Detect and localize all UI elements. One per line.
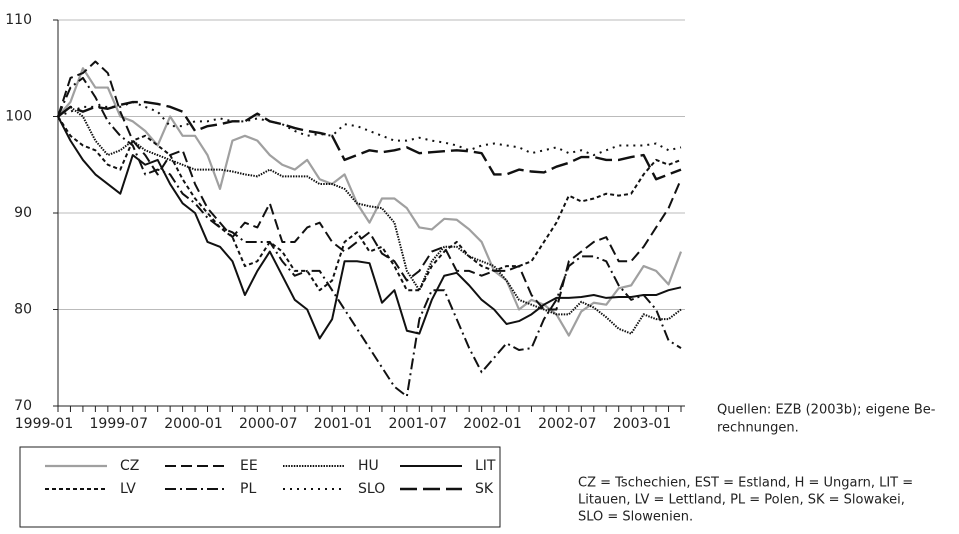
source-note: Quellen: EZB (2003b); eigene Be- xyxy=(717,403,936,418)
legend-label: PL xyxy=(240,481,256,497)
y-tick-label: 100 xyxy=(5,109,32,125)
x-tick-label: 2003-01 xyxy=(613,416,672,432)
x-tick-label: 2002-01 xyxy=(463,416,522,432)
x-tick-label: 2002-07 xyxy=(538,416,597,432)
abbreviation-note: Litauen, LV = Lettland, PL = Polen, SK =… xyxy=(578,493,905,508)
legend-label: LV xyxy=(120,481,136,497)
legend-label: SK xyxy=(475,481,494,497)
x-tick-label: 1999-01 xyxy=(15,416,74,432)
x-tick-label: 2001-07 xyxy=(389,416,448,432)
legend-label: CZ xyxy=(120,458,139,474)
y-tick-label: 90 xyxy=(14,205,32,221)
y-tick-label: 110 xyxy=(5,12,32,28)
series-line xyxy=(57,105,682,335)
legend-label: SLO xyxy=(358,481,385,497)
x-tick-label: 2000-01 xyxy=(164,416,223,432)
series-line xyxy=(57,116,682,340)
series-line xyxy=(57,60,682,311)
x-tick-label: 2001-01 xyxy=(314,416,373,432)
legend-box xyxy=(19,446,501,528)
series-line xyxy=(57,101,682,157)
series-line xyxy=(57,100,682,181)
abbreviation-note: CZ = Tschechien, EST = Estland, H = Unga… xyxy=(578,476,913,491)
y-tick-label: 80 xyxy=(14,302,32,318)
x-tick-label: 2000-07 xyxy=(239,416,298,432)
y-tick-label: 70 xyxy=(14,398,32,414)
series-line xyxy=(57,115,682,292)
legend-label: EE xyxy=(240,458,258,474)
x-tick-label: 1999-07 xyxy=(90,416,149,432)
legend-label: LIT xyxy=(475,458,496,474)
series-line xyxy=(57,76,682,398)
source-note: rechnungen. xyxy=(717,421,799,436)
series-line xyxy=(57,67,683,337)
legend-label: HU xyxy=(358,458,379,474)
abbreviation-note: SLO = Slowenien. xyxy=(578,510,693,525)
